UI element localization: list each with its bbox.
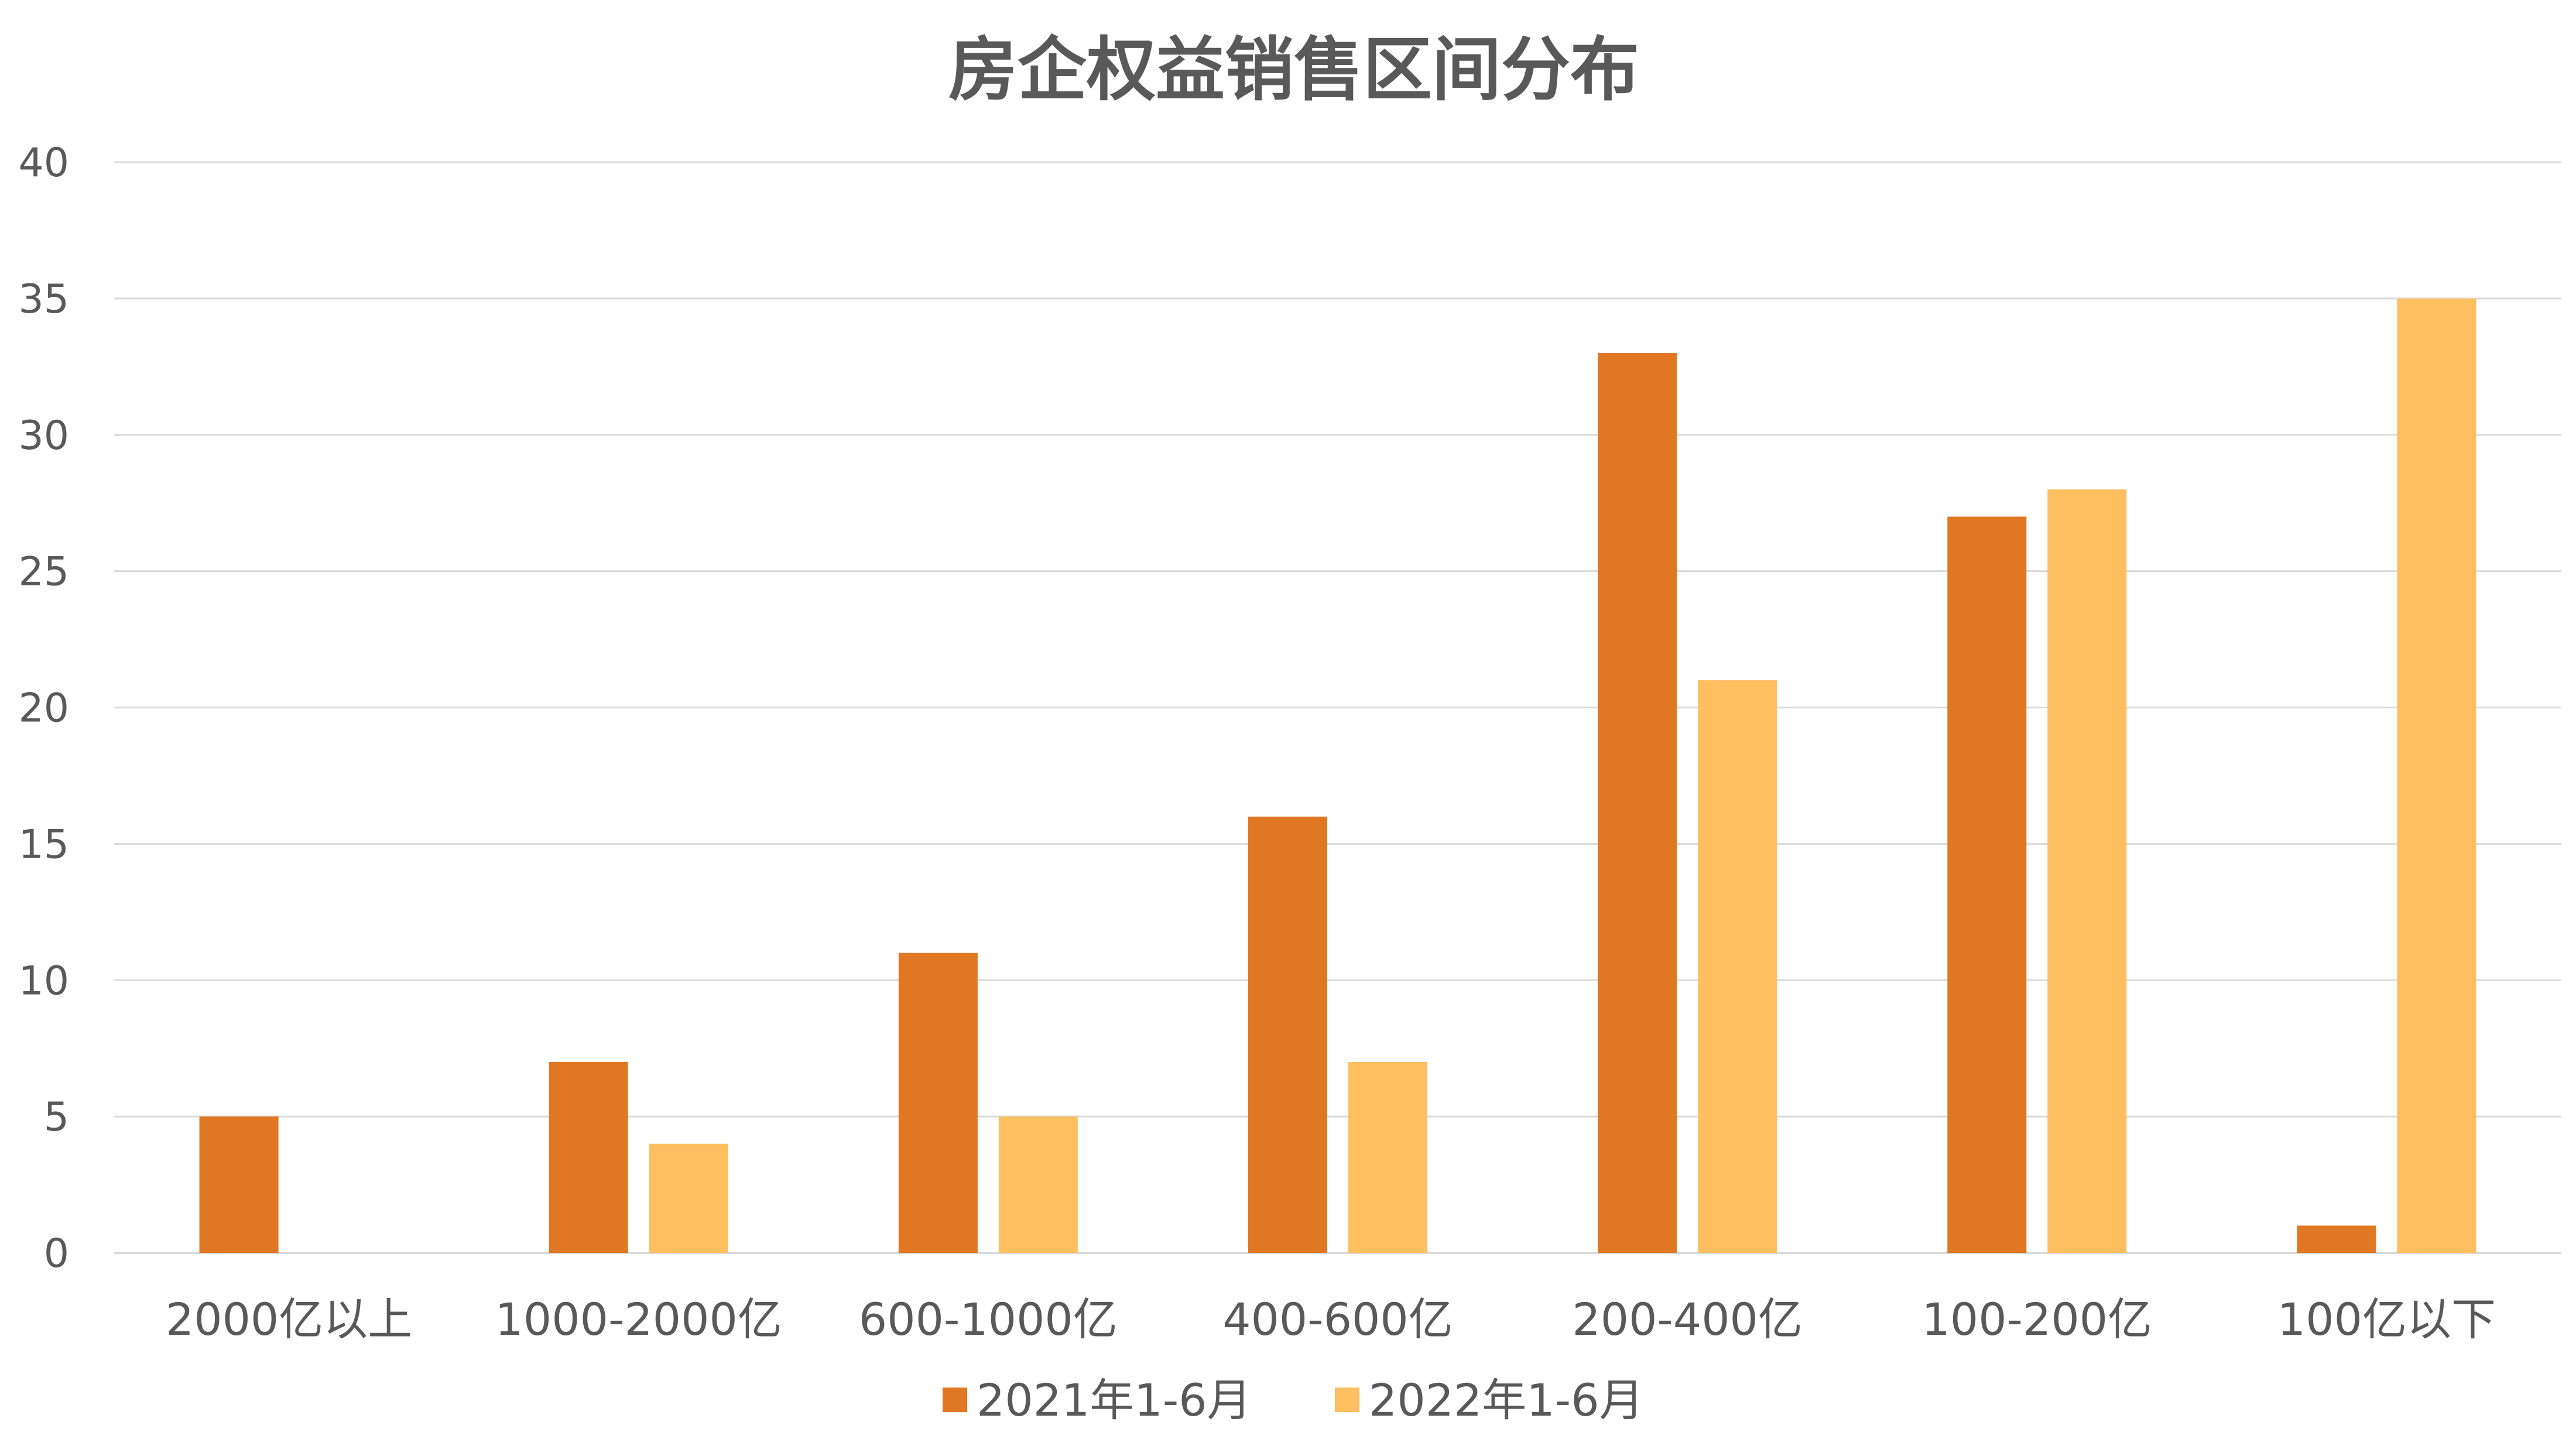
x-tick-label: 200-400亿 (1572, 1293, 1803, 1345)
y-tick-label: 0 (44, 1231, 69, 1277)
legend-swatch-1 (943, 1388, 967, 1412)
legend-label-2: 2022年1-6月 (1369, 1374, 1644, 1426)
x-axis-tick-labels: 2000亿以上 1000-2000亿 600-1000亿 400-600亿 200-40… (166, 1293, 2496, 1345)
bars (199, 298, 2476, 1253)
bar-1-4 (1248, 816, 1327, 1253)
bar-1-7 (2297, 1225, 2376, 1253)
x-tick-label: 600-1000亿 (859, 1293, 1118, 1345)
bar-1-3 (898, 953, 978, 1253)
y-tick-label: 30 (18, 413, 69, 459)
bar-2-3 (998, 1116, 1078, 1253)
y-tick-label: 5 (44, 1094, 69, 1140)
y-tick-label: 40 (18, 140, 69, 186)
y-tick-label: 25 (18, 549, 69, 595)
y-tick-label: 15 (18, 821, 69, 868)
y-axis-tick-labels: 0 5 10 15 20 25 30 35 40 (18, 140, 69, 1277)
bar-1-5 (1598, 353, 1677, 1253)
bar-2-6 (2047, 489, 2127, 1253)
y-tick-label: 20 (18, 686, 69, 732)
y-tick-label: 35 (18, 276, 69, 323)
x-tick-label: 100亿以下 (2277, 1293, 2496, 1345)
legend-label-1: 2021年1-6月 (977, 1374, 1252, 1426)
gridlines (114, 161, 2561, 1254)
bar-2-4 (1348, 1061, 1427, 1253)
bar-1-1 (199, 1116, 279, 1253)
bar-1-2 (549, 1061, 628, 1253)
x-tick-label: 1000-2000亿 (495, 1293, 782, 1345)
bar-2-2 (649, 1143, 728, 1253)
chart-title: 房企权益销售区间分布 (948, 29, 1639, 110)
bar-2-7 (2397, 298, 2476, 1253)
x-tick-label: 400-600亿 (1222, 1293, 1453, 1345)
x-tick-label: 100-200亿 (1922, 1293, 2153, 1345)
bar-2-5 (1698, 680, 1777, 1253)
legend: 2021年1-6月 2022年1-6月 (943, 1374, 1644, 1426)
bar-1-6 (1947, 516, 2027, 1253)
y-tick-label: 10 (18, 958, 69, 1004)
x-tick-label: 2000亿以上 (166, 1293, 412, 1345)
legend-swatch-2 (1335, 1388, 1359, 1412)
